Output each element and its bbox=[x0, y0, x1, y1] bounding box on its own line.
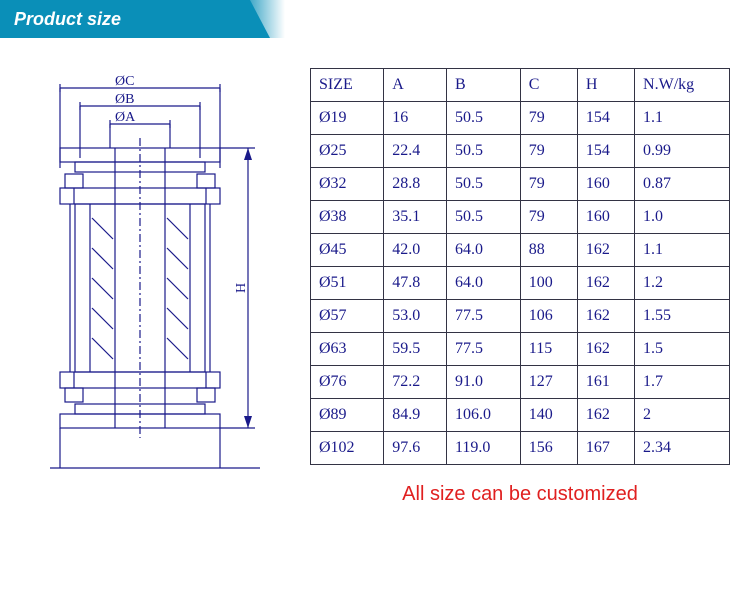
table-cell: 28.8 bbox=[384, 168, 447, 201]
table-cell: 2 bbox=[635, 399, 730, 432]
table-cell: 35.1 bbox=[384, 201, 447, 234]
table-cell: 1.1 bbox=[635, 102, 730, 135]
table-cell: 88 bbox=[520, 234, 577, 267]
table-cell: Ø57 bbox=[311, 300, 384, 333]
table-cell: 0.87 bbox=[635, 168, 730, 201]
col-c: C bbox=[520, 69, 577, 102]
table-cell: 50.5 bbox=[446, 168, 520, 201]
table-cell: 162 bbox=[577, 300, 634, 333]
col-nw: N.W/kg bbox=[635, 69, 730, 102]
table-cell: 167 bbox=[577, 432, 634, 465]
table-cell: 119.0 bbox=[446, 432, 520, 465]
table-cell: 91.0 bbox=[446, 366, 520, 399]
table-container: SIZE A B C H N.W/kg Ø191650.5791541.1Ø25… bbox=[310, 68, 730, 513]
table-cell: 97.6 bbox=[384, 432, 447, 465]
table-cell: 0.99 bbox=[635, 135, 730, 168]
table-cell: 1.5 bbox=[635, 333, 730, 366]
table-cell: 1.1 bbox=[635, 234, 730, 267]
table-cell: 156 bbox=[520, 432, 577, 465]
engineering-diagram: ØC ØB ØA bbox=[20, 68, 280, 513]
table-cell: 154 bbox=[577, 102, 634, 135]
col-h: H bbox=[577, 69, 634, 102]
table-cell: Ø38 bbox=[311, 201, 384, 234]
table-cell: 79 bbox=[520, 168, 577, 201]
table-cell: 106 bbox=[520, 300, 577, 333]
table-cell: 22.4 bbox=[384, 135, 447, 168]
footnote-text: All size can be customized bbox=[310, 483, 730, 506]
table-cell: 59.5 bbox=[384, 333, 447, 366]
table-row: Ø4542.064.0881621.1 bbox=[311, 234, 730, 267]
table-row: Ø191650.5791541.1 bbox=[311, 102, 730, 135]
table-cell: 1.2 bbox=[635, 267, 730, 300]
table-cell: 162 bbox=[577, 399, 634, 432]
dim-b-label: ØB bbox=[115, 92, 134, 107]
table-cell: 127 bbox=[520, 366, 577, 399]
table-cell: 50.5 bbox=[446, 102, 520, 135]
table-cell: 162 bbox=[577, 234, 634, 267]
table-cell: 162 bbox=[577, 267, 634, 300]
table-cell: Ø32 bbox=[311, 168, 384, 201]
table-cell: Ø89 bbox=[311, 399, 384, 432]
table-cell: 106.0 bbox=[446, 399, 520, 432]
table-cell: 1.55 bbox=[635, 300, 730, 333]
table-cell: Ø102 bbox=[311, 432, 384, 465]
table-cell: 53.0 bbox=[384, 300, 447, 333]
table-body: Ø191650.5791541.1Ø2522.450.5791540.99Ø32… bbox=[311, 102, 730, 465]
header-title: Product size bbox=[0, 0, 750, 38]
table-cell: 42.0 bbox=[384, 234, 447, 267]
table-cell: 154 bbox=[577, 135, 634, 168]
dim-h-label: H bbox=[234, 283, 249, 293]
table-cell: 160 bbox=[577, 201, 634, 234]
table-cell: 1.0 bbox=[635, 201, 730, 234]
table-cell: 84.9 bbox=[384, 399, 447, 432]
col-size: SIZE bbox=[311, 69, 384, 102]
table-cell: Ø76 bbox=[311, 366, 384, 399]
table-cell: 160 bbox=[577, 168, 634, 201]
table-row: Ø8984.9106.01401622 bbox=[311, 399, 730, 432]
table-cell: 50.5 bbox=[446, 201, 520, 234]
table-cell: 64.0 bbox=[446, 267, 520, 300]
table-cell: 2.34 bbox=[635, 432, 730, 465]
table-cell: 1.7 bbox=[635, 366, 730, 399]
table-row: Ø5753.077.51061621.55 bbox=[311, 300, 730, 333]
table-row: Ø5147.864.01001621.2 bbox=[311, 267, 730, 300]
table-cell: 161 bbox=[577, 366, 634, 399]
table-row: Ø3228.850.5791600.87 bbox=[311, 168, 730, 201]
table-cell: 140 bbox=[520, 399, 577, 432]
size-table: SIZE A B C H N.W/kg Ø191650.5791541.1Ø25… bbox=[310, 68, 730, 465]
table-cell: 64.0 bbox=[446, 234, 520, 267]
table-row: Ø2522.450.5791540.99 bbox=[311, 135, 730, 168]
table-row: Ø3835.150.5791601.0 bbox=[311, 201, 730, 234]
table-row: Ø7672.291.01271611.7 bbox=[311, 366, 730, 399]
dim-a-label: ØA bbox=[115, 110, 136, 125]
table-cell: 100 bbox=[520, 267, 577, 300]
table-cell: 79 bbox=[520, 102, 577, 135]
table-cell: 50.5 bbox=[446, 135, 520, 168]
table-cell: 79 bbox=[520, 201, 577, 234]
dim-c-label: ØC bbox=[115, 74, 134, 89]
table-row: Ø6359.577.51151621.5 bbox=[311, 333, 730, 366]
table-cell: 79 bbox=[520, 135, 577, 168]
table-row: Ø10297.6119.01561672.34 bbox=[311, 432, 730, 465]
table-cell: 72.2 bbox=[384, 366, 447, 399]
table-cell: Ø51 bbox=[311, 267, 384, 300]
table-cell: 77.5 bbox=[446, 333, 520, 366]
table-cell: Ø25 bbox=[311, 135, 384, 168]
table-cell: 47.8 bbox=[384, 267, 447, 300]
table-cell: Ø63 bbox=[311, 333, 384, 366]
table-cell: Ø19 bbox=[311, 102, 384, 135]
table-cell: 77.5 bbox=[446, 300, 520, 333]
table-cell: 16 bbox=[384, 102, 447, 135]
table-header-row: SIZE A B C H N.W/kg bbox=[311, 69, 730, 102]
header-bar: Product size bbox=[0, 0, 750, 38]
table-cell: 162 bbox=[577, 333, 634, 366]
content-area: ØC ØB ØA bbox=[0, 38, 750, 523]
table-cell: Ø45 bbox=[311, 234, 384, 267]
col-b: B bbox=[446, 69, 520, 102]
table-cell: 115 bbox=[520, 333, 577, 366]
col-a: A bbox=[384, 69, 447, 102]
